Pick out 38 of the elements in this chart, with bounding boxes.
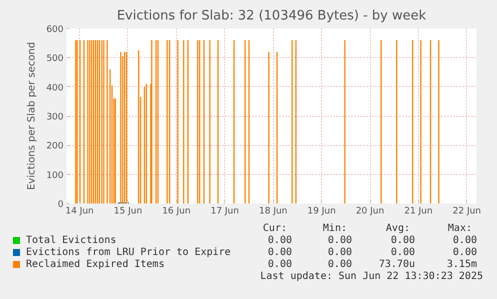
x-tick-label: 18 Jun [259,206,288,216]
y-tick-label: 200 [46,142,64,152]
text: 0.00 [268,247,292,259]
y-tick-label: 0 [58,200,64,210]
text: 0.00 [452,247,477,259]
text: 73.70u [378,259,415,271]
x-tick-label: 20 Jun [356,206,384,216]
text: 0.00 [390,247,415,259]
x-tick-label: 17 Jun [210,206,239,216]
text: 0.00 [390,235,415,247]
text: Min: [322,223,347,235]
y-axis-title: Evictions per Slab per second [26,42,38,190]
x-tick-label: 14 Jun [65,206,94,216]
text: 3.15m [446,259,477,271]
text: Cur: [262,223,287,235]
y-tick-label: 400 [46,83,64,94]
text: 0.00 [268,235,292,247]
y-tick-label: 100 [46,170,64,181]
y-tick-label: 600 [46,25,64,35]
y-tick-label: 300 [46,112,64,122]
chart-title: Evictions for Slab: 32 (103496 Bytes) - by week [116,8,427,24]
x-tick-label: 22 Jun [452,206,482,216]
text: 0.00 [268,259,292,271]
text: 0.00 [328,259,352,271]
text: Avg: [386,223,410,235]
legend-label: Reclaimed Expired Items [26,259,164,271]
x-tick-label: 16 Jun [162,206,191,216]
text: 0.00 [328,235,352,247]
legend-label: Evictions from LRU Prior to Expire [26,247,231,259]
x-tick-label: 21 Jun [404,206,433,216]
x-tick-label: 15 Jun [114,206,142,216]
text: 0.00 [452,235,477,247]
y-tick-label: 500 [46,54,64,64]
x-tick-label: 19 Jun [307,206,336,216]
legend-label: Total Evictions [26,235,116,247]
text: Last update: Sun Jun 22 13:30:23 2025 [260,271,483,283]
text: 0.00 [328,247,352,259]
text: Max: [448,223,472,235]
